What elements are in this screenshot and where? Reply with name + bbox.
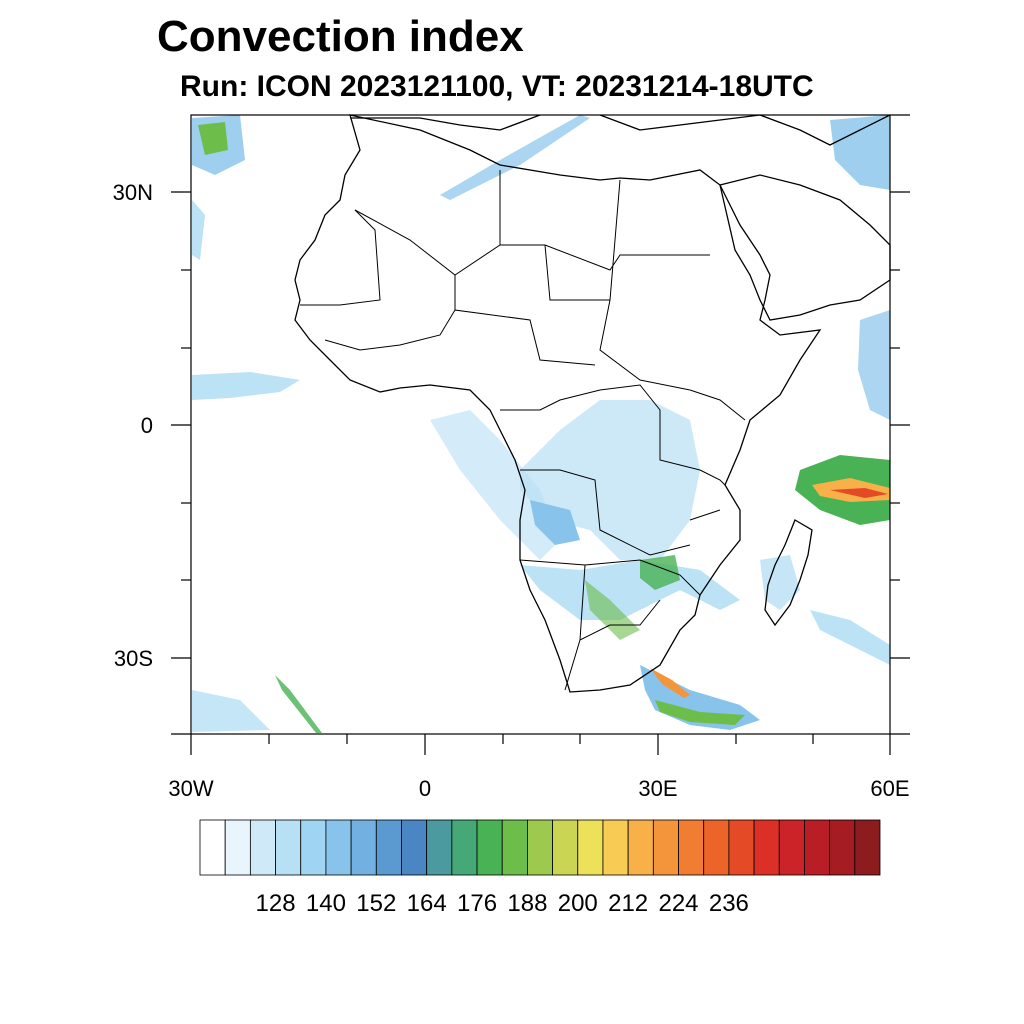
colorbar-swatch (627, 819, 654, 876)
colorbar-swatch (854, 819, 881, 876)
lon-label-30w: 30W (168, 776, 214, 801)
madagascar-coastline (764, 519, 813, 627)
lon-label-60e: 60E (870, 776, 910, 801)
shade-east-edge (858, 310, 890, 420)
colorbar-tick-label: 128 (255, 890, 296, 917)
colorbar-tick-label: 188 (507, 890, 548, 917)
colorbar-swatch (728, 819, 755, 876)
shade-natal-line (650, 668, 690, 698)
shade-sw-core (655, 700, 745, 725)
convection-shading (192, 115, 890, 733)
lat-label-30n: 30N (112, 180, 153, 205)
chart-subtitle: Run: ICON 2023121100, VT: 20231214-18UTC (180, 70, 814, 103)
colorbar-swatch (300, 819, 327, 876)
lon-label-0: 0 (418, 776, 432, 801)
country-borders (300, 170, 746, 691)
colorbar-swatch (501, 819, 528, 876)
shade-storm-inner (830, 488, 888, 498)
border-east-africa (689, 389, 746, 521)
colorbar-tick-label: 236 (708, 890, 749, 917)
shade-atlantic-band (192, 372, 300, 400)
colorbar-swatch (476, 819, 503, 876)
colorbar-swatch (753, 819, 780, 876)
colorbar-swatch (602, 819, 629, 876)
colorbar-swatch (527, 819, 553, 876)
colorbar-swatch (249, 819, 276, 876)
chart-title: Convection index (157, 12, 524, 61)
colorbar-tick-label: 224 (658, 890, 699, 917)
colorbar-swatch (804, 819, 831, 876)
shade-west-edge (192, 200, 205, 260)
border-north-africa (354, 170, 710, 391)
shade-gabon-zone (530, 500, 580, 545)
colorbar-swatch (199, 819, 226, 876)
colorbar-swatch (577, 819, 604, 876)
shade-indian-ocean-band (810, 610, 890, 665)
colorbar-swatch (552, 819, 579, 876)
lat-label-30s: 30S (113, 646, 153, 671)
axis-ticks (171, 114, 910, 755)
shade-madagascar-west (760, 555, 800, 610)
colorbar-swatch (401, 819, 428, 876)
colorbar-tick-label: 176 (457, 890, 498, 917)
mediterranean-north (350, 114, 891, 146)
colorbar-swatch (325, 819, 352, 876)
border-west-africa (300, 209, 456, 351)
plot-frame (190, 114, 891, 735)
shade-west-atlantic (430, 410, 560, 560)
colorbar-tick-label: 140 (305, 890, 346, 917)
shade-diagonal-streak (275, 675, 322, 733)
colorbar (199, 819, 881, 876)
colorbar-swatch (678, 819, 705, 876)
colorbar-swatch (224, 819, 251, 876)
shade-ne-corner (830, 115, 890, 190)
shade-sw-corner (192, 690, 270, 732)
colorbar-tick-label: 212 (608, 890, 649, 917)
colorbar-tick-label: 200 (557, 890, 598, 917)
border-central-africa (500, 384, 701, 556)
border-southern-africa (519, 559, 701, 691)
shade-sahara-streak (440, 115, 590, 200)
colorbar-tick-label: 152 (356, 890, 397, 917)
shade-nw-core (198, 122, 228, 155)
lon-label-30e: 30E (638, 776, 678, 801)
colorbar-swatch (703, 819, 730, 876)
colorbar-swatch (350, 819, 377, 876)
colorbar-swatch (451, 819, 478, 876)
africa-coastline (294, 114, 822, 693)
shade-southern-band (520, 560, 740, 620)
colorbar-swatch (829, 819, 856, 876)
colorbar-swatch (375, 819, 402, 876)
colorbar-tick-label: 164 (406, 890, 447, 917)
colorbar-swatch (426, 819, 453, 876)
colorbar-swatch (652, 819, 679, 876)
lat-label-0: 0 (140, 413, 153, 438)
colorbar-swatch (778, 819, 805, 876)
arabia-coastline (719, 174, 891, 321)
colorbar-swatch (275, 819, 302, 876)
